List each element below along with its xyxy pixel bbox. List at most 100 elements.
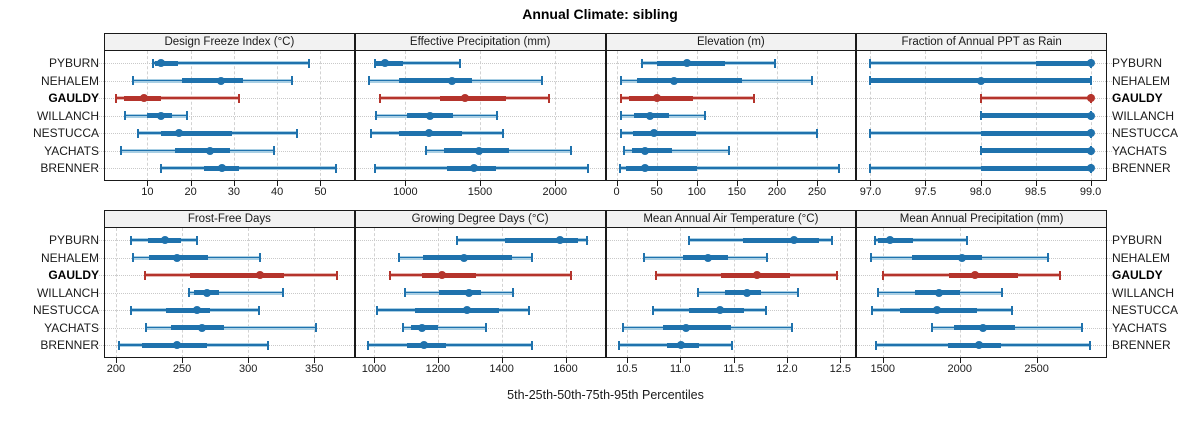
row-guide-stub: [99, 98, 104, 99]
median-dot: [641, 164, 650, 172]
whisker-cap: [966, 235, 969, 245]
median-dot: [978, 323, 987, 332]
panel-plot: [605, 228, 857, 358]
median-dot: [426, 111, 435, 120]
whisker-cap: [144, 270, 147, 280]
median-dot: [256, 271, 265, 279]
site-label-left: WILLANCH: [36, 108, 99, 123]
tick-mark: [959, 358, 961, 363]
tick-mark: [248, 358, 250, 363]
whisker-cap: [979, 93, 982, 103]
median-dot: [670, 76, 679, 85]
whisker-cap: [830, 235, 833, 245]
interval-5-95-line: [146, 326, 316, 329]
whisker-cap: [501, 128, 504, 138]
tick-mark: [501, 358, 503, 363]
site-label-right: NESTUCCA: [1112, 303, 1179, 317]
whisker-cap: [259, 253, 262, 262]
row-guide-stub: [99, 257, 104, 259]
interval-5-95-line: [374, 62, 461, 64]
interval-5-95-line: [403, 326, 487, 329]
row-guide-stub: [99, 292, 104, 294]
row-guide-stub: [99, 275, 104, 276]
site-label-right: YACHATS: [1112, 320, 1167, 335]
whisker-cap: [1088, 340, 1091, 350]
row-guide-stub: [1107, 168, 1112, 169]
whisker-cap: [530, 253, 533, 262]
median-dot: [933, 306, 942, 314]
panel-header: Growing Degree Days (°C): [354, 210, 606, 228]
row-guide: [606, 115, 856, 117]
interval-25-75: [421, 272, 476, 278]
tick-mark: [776, 181, 778, 186]
interval-25-75: [948, 272, 1019, 278]
whisker-cap: [874, 235, 877, 245]
tick-mark: [405, 181, 407, 186]
tick-mark: [1036, 358, 1038, 363]
tick-mark: [1090, 181, 1092, 186]
tick-label: 2000: [947, 363, 972, 375]
tick-mark: [554, 181, 556, 186]
whisker-cap: [870, 253, 873, 262]
whisker-cap: [367, 76, 370, 85]
tick-label: 1000: [361, 363, 387, 375]
panel-title: Mean Annual Air Temperature (°C): [643, 213, 819, 225]
whisker-cap: [495, 111, 498, 120]
whisker-cap: [266, 340, 269, 350]
interval-25-75: [626, 165, 697, 171]
whisker-cap: [540, 76, 543, 85]
interval-25-75: [637, 78, 742, 83]
whisker-cap: [618, 340, 621, 350]
tick-label: 2500: [1024, 363, 1049, 375]
site-label-left: BRENNER: [40, 338, 99, 352]
site-label-right: BRENNER: [1112, 338, 1171, 352]
row-guide-stub: [99, 63, 104, 64]
tick-label: 10.5: [616, 363, 638, 375]
tick-mark: [115, 358, 117, 363]
median-dot: [715, 306, 724, 314]
median-dot: [156, 111, 165, 120]
panel-header: Design Freeze Index (°C): [104, 33, 355, 51]
tick-label: 250: [172, 363, 192, 375]
row-guide-stub: [1107, 257, 1112, 259]
panel-header: Frost-Free Days: [104, 210, 355, 228]
whisker-cap: [773, 58, 776, 68]
site-label-left: BRENNER: [40, 161, 99, 175]
row-guide-stub: [1107, 98, 1112, 99]
tick-mark: [696, 181, 698, 186]
whisker-cap: [404, 288, 407, 297]
tick-mark: [817, 181, 818, 186]
median-dot: [743, 288, 752, 297]
median-dot: [469, 164, 478, 172]
interval-25-75: [398, 78, 473, 83]
tick-label: 12.5: [829, 363, 852, 375]
chart-title: Annual Climate: sibling: [522, 6, 678, 22]
median-dot: [156, 59, 165, 67]
whisker-cap: [811, 76, 814, 85]
interval-5-95-line: [620, 132, 817, 134]
site-label-left: YACHATS: [44, 143, 99, 158]
tick-mark: [980, 181, 982, 186]
median-dot: [474, 146, 483, 155]
whisker-cap: [585, 235, 588, 245]
interval-25-75: [504, 237, 578, 243]
panel-plot: [856, 228, 1107, 358]
site-label-left: PYBURN: [48, 233, 99, 247]
whisker-cap: [1089, 76, 1092, 85]
whisker-cap: [257, 305, 260, 315]
whisker-cap: [869, 76, 872, 85]
median-dot: [652, 94, 661, 102]
interval-25-75: [725, 290, 762, 295]
median-dot: [683, 59, 692, 67]
median-dot: [172, 253, 181, 262]
tick-label: 1000: [393, 186, 418, 198]
median-dot: [646, 111, 655, 120]
panel-header: Effective Precipitation (mm): [354, 33, 606, 51]
tick-mark: [736, 181, 738, 186]
tick-label: 98.0: [969, 186, 992, 198]
whisker-cap: [376, 305, 379, 315]
row-guide-stub: [1107, 80, 1112, 82]
whisker-cap: [979, 111, 982, 120]
median-dot: [420, 341, 429, 349]
